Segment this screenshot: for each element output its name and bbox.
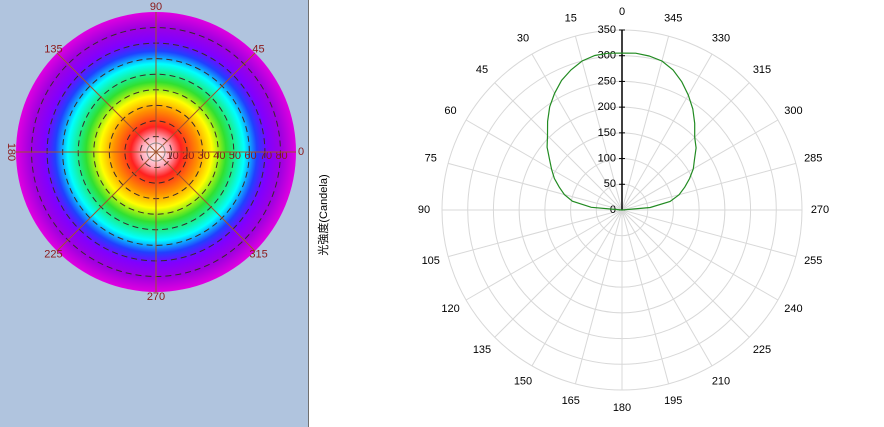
radial-tick-label: 40	[213, 150, 225, 162]
angle-tick-label: 225	[44, 248, 62, 260]
radial-tick-label: 150	[598, 127, 616, 139]
angle-tick-label: 0	[619, 6, 625, 18]
angle-grid-line	[494, 209, 623, 338]
angle-grid-line	[621, 209, 713, 367]
angle-grid-line	[621, 209, 670, 384]
angle-tick-label: 90	[150, 1, 162, 13]
angle-grid-line	[574, 36, 623, 211]
polar-chart: 光強度(Candela) 0 15 30 45 60 75 90 105 120 135 150 16…	[316, 6, 829, 414]
angle-tick-label: 90	[418, 204, 430, 216]
angle-tick-label: 165	[562, 395, 580, 407]
center-marker	[146, 142, 166, 162]
angle-grid-line	[574, 209, 623, 384]
angle-tick-label: 315	[753, 64, 771, 76]
radial-tick-label: 100	[598, 152, 616, 164]
angle-tick-label: 150	[514, 375, 532, 387]
angle-tick-label: 255	[804, 255, 822, 267]
angle-grid-line	[155, 52, 256, 153]
radial-tick-label: 80	[275, 150, 287, 162]
angle-tick-label: 120	[441, 303, 459, 315]
angle-tick-label: 225	[753, 344, 771, 356]
angle-tick-label: 270	[147, 291, 165, 303]
axis-label: 光強度(Candela)	[316, 174, 330, 255]
angle-grid-line	[621, 209, 796, 258]
angle-grid-line	[448, 162, 623, 211]
angle-tick-label: 210	[712, 375, 730, 387]
angle-grid-line	[155, 151, 256, 252]
angle-tick-label: 15	[565, 13, 577, 25]
angle-grid-line	[465, 209, 623, 301]
radial-tick-label: 50	[604, 178, 616, 190]
radial-tick-label: 0	[610, 204, 616, 216]
angle-grid-line	[448, 209, 623, 258]
angle-tick-label: 0	[298, 146, 304, 158]
radial-tick-label: 10	[167, 150, 179, 162]
angle-grid-line	[621, 82, 750, 211]
angle-tick-label: 180	[5, 143, 17, 161]
angle-tick-label: 135	[473, 344, 491, 356]
angle-tick-label: 195	[664, 395, 682, 407]
angle-grid-line	[531, 53, 623, 211]
angle-tick-label: 75	[425, 153, 437, 165]
angle-grid-line	[465, 119, 623, 211]
angle-tick-label: 105	[422, 255, 440, 267]
angle-grid-line	[621, 209, 750, 338]
radial-tick-label: 300	[598, 50, 616, 62]
radial-tick-label: 200	[598, 101, 616, 113]
radial-tick-label: 50	[229, 150, 241, 162]
angle-grid-line	[621, 53, 713, 211]
angle-tick-label: 330	[712, 32, 730, 44]
radial-tick-label: 250	[598, 75, 616, 87]
angle-grid-line	[56, 151, 157, 252]
angle-tick-label: 30	[517, 32, 529, 44]
radial-tick-label: 70	[260, 150, 272, 162]
polar-heatmap: 10 20 30 40 50 60 70 80 0 45 90 135 180 225 270 315	[5, 1, 304, 303]
angle-grid-line	[621, 209, 779, 301]
angle-grid-line	[494, 82, 623, 211]
radial-tick-label: 60	[244, 150, 256, 162]
angle-grid-line	[621, 162, 796, 211]
angle-grid-line	[56, 52, 157, 153]
data-line	[546, 52, 697, 211]
angle-tick-label: 240	[784, 303, 802, 315]
angle-tick-label: 270	[811, 204, 829, 216]
angle-tick-label: 60	[444, 105, 456, 117]
angle-tick-label: 300	[784, 105, 802, 117]
angle-grid-line	[621, 119, 779, 211]
radial-tick-label: 350	[598, 24, 616, 36]
angle-tick-label: 345	[664, 13, 682, 25]
angle-grid-line	[621, 36, 670, 211]
angle-tick-label: 315	[249, 248, 267, 260]
angle-tick-label: 135	[44, 43, 62, 55]
radial-tick-label: 20	[182, 150, 194, 162]
angle-tick-label: 180	[613, 402, 631, 414]
angle-tick-label: 285	[804, 153, 822, 165]
angle-grid-line	[531, 209, 623, 367]
radial-tick-label: 30	[198, 150, 210, 162]
angle-tick-label: 45	[476, 64, 488, 76]
angle-tick-label: 45	[252, 43, 264, 55]
